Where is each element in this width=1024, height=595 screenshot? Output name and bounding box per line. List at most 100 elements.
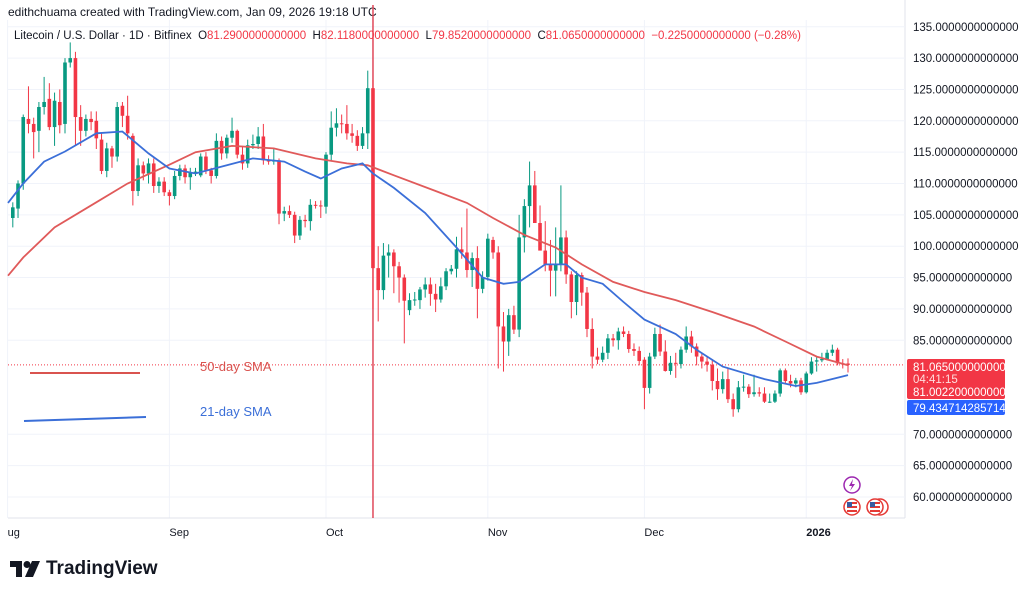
candle-body: [214, 140, 219, 176]
candle-body: [365, 88, 370, 134]
candle-body: [68, 58, 73, 63]
tradingview-logo[interactable]: TradingView: [10, 558, 158, 580]
candle: [475, 246, 480, 319]
candle: [809, 357, 814, 375]
candle-body: [167, 192, 172, 197]
candle: [600, 346, 605, 363]
candle-body: [47, 98, 52, 128]
candle: [637, 346, 641, 366]
candle-body: [318, 205, 323, 207]
candle-body: [522, 206, 527, 238]
lightning-icon[interactable]: [843, 476, 861, 494]
candle: [292, 211, 297, 244]
candle: [68, 42, 73, 68]
candle-body: [668, 362, 673, 371]
symbol-legend[interactable]: Litecoin / U.S. Dollar · 1D · Bitfinex O…: [14, 30, 801, 42]
candle-body: [762, 393, 767, 402]
candle-body: [700, 356, 704, 362]
candle: [230, 117, 234, 143]
candle-body: [637, 350, 641, 361]
candle-body: [632, 349, 636, 351]
candle-body: [329, 127, 334, 155]
candle: [454, 236, 459, 278]
candle: [647, 352, 652, 394]
candle-body: [506, 315, 511, 342]
candle: [183, 164, 187, 184]
candle-body: [679, 349, 683, 365]
candle: [214, 133, 219, 179]
candle-body: [178, 168, 182, 176]
candle-body: [757, 392, 762, 394]
candle: [313, 201, 318, 209]
candle-body: [752, 392, 756, 395]
candle: [710, 359, 715, 391]
candle: [543, 221, 548, 272]
candle-body: [439, 286, 443, 300]
candle-body: [423, 284, 427, 290]
candle-body: [303, 219, 307, 222]
candle-body: [564, 237, 568, 275]
candle-body: [579, 275, 584, 293]
us-flag-icon[interactable]: [866, 498, 889, 516]
candle: [318, 200, 323, 218]
candle: [595, 347, 600, 365]
candle-body: [783, 370, 788, 382]
candle: [548, 239, 553, 297]
us-flag-icon[interactable]: [843, 498, 861, 516]
candle: [569, 271, 574, 319]
candle-body: [37, 107, 41, 131]
candle-body: [376, 268, 380, 291]
candle-body: [131, 135, 135, 192]
candle: [590, 318, 595, 369]
candle-body: [266, 160, 271, 162]
candle: [616, 327, 621, 350]
price-tick-label: 100.0000000000000: [913, 241, 1019, 253]
candle-body: [611, 338, 615, 341]
candle: [767, 393, 772, 403]
candle: [120, 101, 125, 128]
candle-body: [548, 264, 553, 271]
candle-body: [282, 211, 287, 214]
candle-body: [386, 252, 391, 256]
candle: [830, 344, 835, 356]
candle-body: [209, 170, 213, 176]
candle-body: [360, 133, 365, 146]
candle: [298, 216, 302, 240]
candle-body: [225, 137, 229, 154]
candle-body: [512, 315, 516, 330]
candle-body: [788, 381, 793, 384]
candle: [78, 105, 83, 146]
sma21-legend-line: [23, 416, 147, 422]
candle: [720, 371, 725, 394]
candle: [392, 249, 396, 294]
candle: [11, 202, 15, 228]
candle-body: [794, 380, 798, 384]
candle: [136, 158, 140, 197]
high-value: 82.1180000000000: [320, 30, 420, 42]
candle-body: [533, 185, 537, 224]
candle-body: [355, 135, 360, 146]
candle-body: [814, 360, 819, 362]
candle: [449, 265, 454, 275]
candle: [611, 333, 615, 347]
sma21-annotation: 21-day SMA: [200, 404, 272, 419]
candle: [94, 111, 99, 150]
candle-body: [339, 123, 344, 125]
candle-body: [486, 238, 490, 277]
candle: [757, 387, 762, 397]
candle-body: [245, 145, 250, 164]
candle-body: [736, 387, 741, 410]
candle-body: [63, 62, 67, 124]
price-tick-label: 120.0000000000000: [913, 116, 1019, 128]
candle-body: [402, 277, 407, 301]
candle: [606, 333, 610, 360]
candle: [700, 352, 704, 369]
change-value: −0.2250000000000 (−0.28%): [651, 30, 801, 42]
candle-body: [308, 204, 313, 222]
candle: [188, 167, 193, 190]
price-tick-label: 70.0000000000000: [913, 429, 1012, 441]
candle: [428, 277, 433, 306]
candle-body: [830, 349, 835, 353]
candle: [465, 208, 469, 278]
